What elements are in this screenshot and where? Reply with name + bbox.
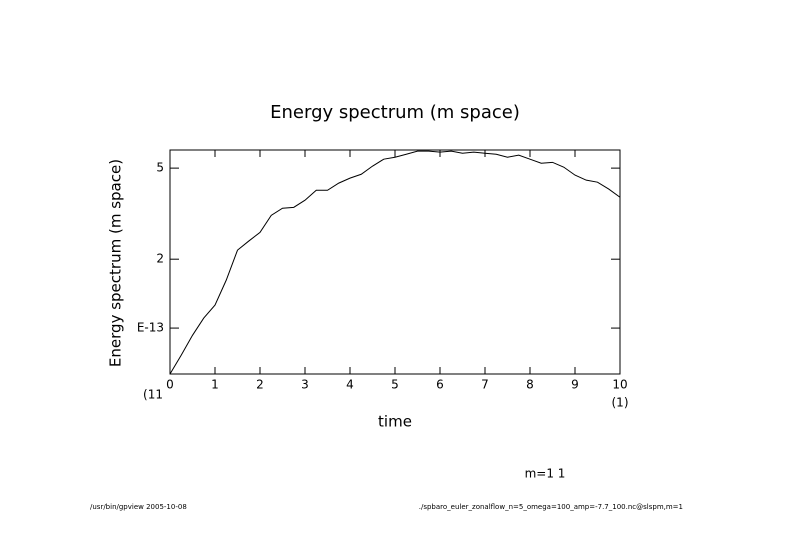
footer-left: /usr/bin/gpview 2005-10-08: [90, 503, 187, 511]
x-tick-label: 0: [166, 378, 174, 392]
x-tick-label: 2: [256, 378, 264, 392]
x-tick-label: 3: [301, 378, 309, 392]
y-tick-label: E-13: [137, 321, 164, 335]
x-tick-label: 4: [346, 378, 354, 392]
y-tick-label: 2: [156, 252, 164, 266]
x-axis-note: (11: [143, 388, 163, 402]
x-axis-label: time: [378, 413, 412, 431]
x-tick-label: 7: [481, 378, 489, 392]
x-tick-label: 1: [211, 378, 219, 392]
x-tick-label: 9: [571, 378, 579, 392]
annotation: m=1 1: [525, 467, 566, 481]
footer-right: ./spbaro_euler_zonalflow_n=5_omega=100_a…: [419, 503, 683, 511]
data-line: [169, 150, 621, 375]
plot-frame: [169, 149, 621, 375]
x-axis-note: (1): [612, 396, 629, 410]
x-tick-label: 6: [436, 378, 444, 392]
chart-title: Energy spectrum (m space): [270, 102, 520, 123]
x-tick-label: 10: [612, 378, 627, 392]
x-tick-label: 5: [391, 378, 399, 392]
y-tick-label: 5: [156, 161, 164, 175]
y-axis-label: Energy spectrum (m space): [107, 159, 125, 367]
x-tick-label: 8: [526, 378, 534, 392]
